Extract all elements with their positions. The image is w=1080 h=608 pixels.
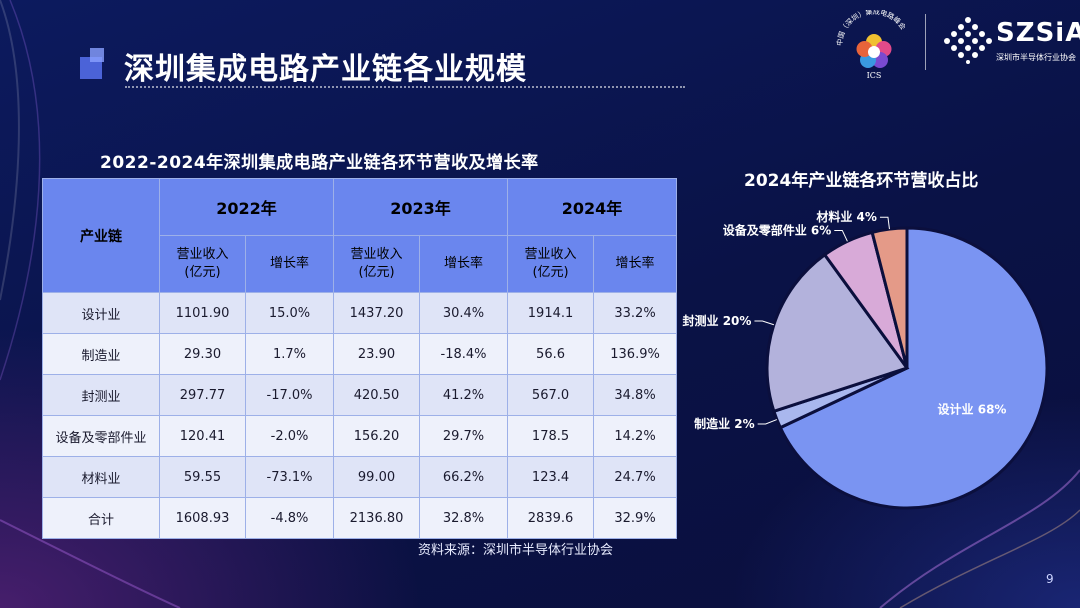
revenue-subheader: 营业收入 (亿元)	[159, 235, 246, 293]
cell-revenue-2022: 29.30	[159, 333, 246, 375]
growth-subheader: 增长率	[593, 235, 678, 293]
revenue-subheader: 营业收入 (亿元)	[507, 235, 595, 293]
pie-leader-line-4	[834, 229, 848, 242]
cell-growth-2023: 30.4%	[419, 292, 509, 334]
pie-label-1: 设计业 68%	[938, 401, 1007, 416]
title-accent-square	[80, 57, 102, 79]
pie-leader-line-2	[757, 419, 778, 425]
growth-subheader: 增长率	[419, 235, 509, 293]
cell-growth-2022: 1.7%	[244, 333, 335, 375]
table-row: 设计业 1101.90 15.0% 1437.20 30.4% 1914.1 3…	[42, 292, 678, 334]
revenue-subheader: 营业收入 (亿元)	[333, 235, 421, 293]
cell-growth-2023: -18.4%	[419, 333, 509, 375]
table-row: 设备及零部件业 120.41 -2.0% 156.20 29.7% 178.5 …	[42, 415, 678, 457]
cell-growth-2023: 32.8%	[419, 497, 509, 539]
cell-revenue-2022: 297.77	[159, 374, 246, 416]
revenue-table: 产业链 2022年 2023年 2024年 营业收入 (亿元) 增长率 营业收入(…	[42, 178, 678, 539]
year-header-2023: 2023年	[333, 178, 509, 236]
pie-slice-3	[765, 252, 910, 414]
pie-leader-line-5	[879, 216, 890, 230]
ics-logo-label: ICS	[867, 71, 882, 80]
szsia-logo-text: SZSiA	[996, 18, 1080, 48]
cell-industry: 制造业	[42, 333, 160, 375]
cell-industry: 材料业	[42, 456, 160, 498]
pie-slice-1	[778, 226, 1049, 510]
ics-logo: 中国（深圳）集成电路峰会 ICS	[835, 10, 908, 80]
table-row: 材料业 59.55 -73.1% 99.00 66.2% 123.4 24.7%	[42, 456, 678, 498]
growth-subheader: 增长率	[244, 235, 335, 293]
title-accent-square-small	[90, 48, 104, 62]
pie-label-5: 材料业 4%	[815, 209, 877, 224]
cell-revenue-2023: 2136.80	[333, 497, 421, 539]
cell-revenue-2023: 23.90	[333, 333, 421, 375]
cell-industry: 合计	[42, 497, 160, 539]
szsia-dot-diamond-icon	[944, 17, 992, 64]
cell-industry: 封测业	[42, 374, 160, 416]
table-row-total: 合计 1608.93 -4.8% 2136.80 32.8% 2839.6 32…	[42, 497, 678, 539]
page-title: 深圳集成电路产业链各业规模	[124, 52, 527, 87]
cell-revenue-2024: 178.5	[507, 415, 595, 457]
cell-growth-2022: -4.8%	[244, 497, 335, 539]
cell-revenue-2024: 567.0	[507, 374, 595, 416]
cell-growth-2022: -2.0%	[244, 415, 335, 457]
pie-label-4: 设备及零部件业 6%	[723, 222, 832, 237]
cell-growth-2024: 14.2%	[593, 415, 678, 457]
cell-revenue-2022: 1101.90	[159, 292, 246, 334]
cell-growth-2024: 33.2%	[593, 292, 678, 334]
cell-revenue-2023: 156.20	[333, 415, 421, 457]
cell-revenue-2022: 1608.93	[159, 497, 246, 539]
pie-label-2: 制造业 2%	[694, 416, 755, 431]
pie-leader-line-3	[754, 320, 775, 326]
szsia-logo: SZSiA 深圳市半导体行业协会	[944, 14, 1080, 70]
ics-flower-icon	[856, 34, 892, 68]
szsia-logo-subtitle: 深圳市半导体行业协会	[996, 53, 1076, 62]
cell-revenue-2024: 56.6	[507, 333, 595, 375]
cell-revenue-2024: 2839.6	[507, 497, 595, 539]
year-header-2024: 2024年	[507, 178, 678, 236]
row-header: 产业链	[42, 178, 160, 293]
cell-growth-2023: 66.2%	[419, 456, 509, 498]
pie-chart: 设计业 68% 制造业 2% 封测业 20% 设备及零部件业 6%材料业 4%	[683, 209, 1049, 510]
cell-revenue-2023: 420.50	[333, 374, 421, 416]
cell-growth-2022: -73.1%	[244, 456, 335, 498]
pie-label-3: 封测业 20%	[683, 313, 752, 328]
table-row: 制造业 29.30 1.7% 23.90 -18.4% 56.6 136.9%	[42, 333, 678, 375]
cell-growth-2024: 32.9%	[593, 497, 678, 539]
cell-revenue-2022: 120.41	[159, 415, 246, 457]
table-row: 封测业 297.77 -17.0% 420.50 41.2% 567.0 34.…	[42, 374, 678, 416]
pie-chart-title: 2024年产业链各环节营收占比	[744, 171, 979, 191]
cell-revenue-2024: 1914.1	[507, 292, 595, 334]
page-number: 9	[1046, 572, 1054, 586]
logo-divider	[925, 14, 926, 70]
source-note: 资料来源：深圳市半导体行业协会	[418, 543, 614, 558]
cell-growth-2024: 34.8%	[593, 374, 678, 416]
cell-revenue-2024: 123.4	[507, 456, 595, 498]
year-header-2022: 2022年	[158, 178, 335, 236]
cell-growth-2022: -17.0%	[244, 374, 335, 416]
cell-revenue-2023: 99.00	[333, 456, 421, 498]
cell-revenue-2023: 1437.20	[333, 292, 421, 334]
table-title: 2022-2024年深圳集成电路产业链各环节营收及增长率	[100, 153, 539, 173]
cell-revenue-2022: 59.55	[159, 456, 246, 498]
cell-growth-2023: 29.7%	[419, 415, 509, 457]
cell-growth-2023: 41.2%	[419, 374, 509, 416]
title-divider	[125, 86, 685, 88]
cell-industry: 设计业	[42, 292, 160, 334]
cell-growth-2024: 24.7%	[593, 456, 678, 498]
cell-industry: 设备及零部件业	[42, 415, 160, 457]
cell-growth-2022: 15.0%	[244, 292, 335, 334]
cell-growth-2024: 136.9%	[593, 333, 678, 375]
